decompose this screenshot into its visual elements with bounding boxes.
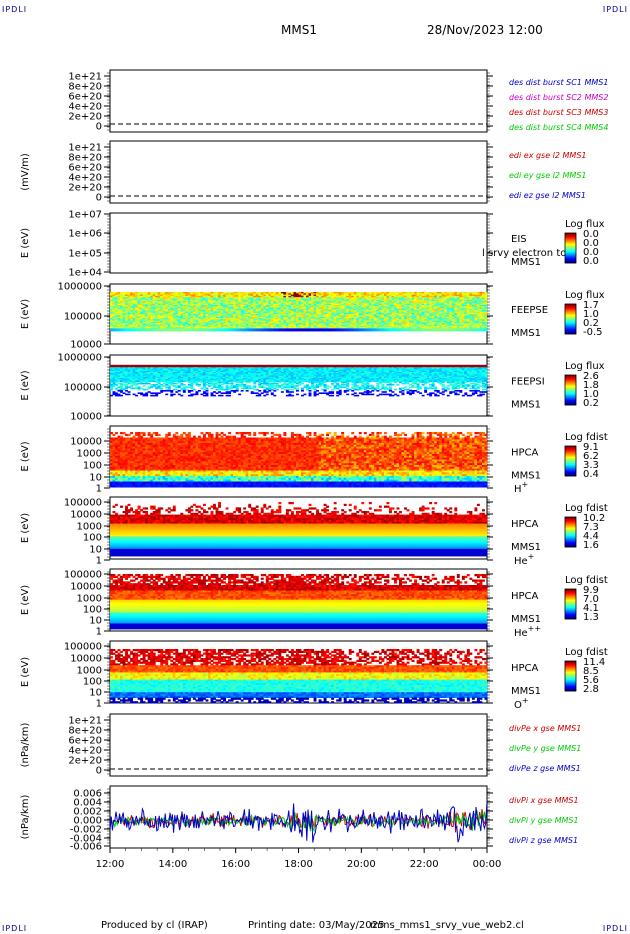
y-tick-label: 1e+04 xyxy=(68,268,102,279)
colorbar-tick-label: 0.0 xyxy=(583,256,599,267)
panel-frame xyxy=(110,70,487,132)
heatmap-cell xyxy=(125,330,128,332)
heatmap-cell xyxy=(130,330,133,332)
heatmap-cell xyxy=(115,330,118,332)
heatmap-cell xyxy=(138,330,141,332)
y-ticks: 1e+218e+206e+204e+202e+200 xyxy=(68,72,493,133)
legend-entry: edi ex gse l2 MMS1 xyxy=(509,151,587,160)
heatmap-cell xyxy=(153,330,156,332)
heatmap-cell xyxy=(145,330,148,332)
heatmap-cell xyxy=(113,330,116,332)
colorbar: 0.00.00.00.0 xyxy=(565,229,599,267)
heatmap-cell xyxy=(143,330,146,332)
y-tick-label: 1e+05 xyxy=(68,249,102,260)
y-tick-label: 0 xyxy=(96,193,102,204)
heatmap-cell xyxy=(128,330,131,332)
heatmap-cell xyxy=(175,330,178,332)
panel-frame xyxy=(110,141,487,203)
y-tick-label: 0 xyxy=(96,122,102,133)
y-axis-label: E (eV) xyxy=(20,228,31,258)
panel-feepse: 100000010000010000E (eV) FEEPSEMMS1Log fl… xyxy=(20,282,605,351)
heatmap-cell xyxy=(173,330,176,332)
heatmap-cell xyxy=(120,330,123,332)
legend-entry: edi ez gse l2 MMS1 xyxy=(509,191,586,200)
panel-frame xyxy=(110,213,487,273)
heatmap-cell xyxy=(170,330,173,332)
overlay-label: l srvy electron to xyxy=(482,248,566,259)
heatmap-cell xyxy=(135,330,138,332)
stacked-panels-chart: 1e+218e+206e+204e+202e+200 des dist burst… xyxy=(0,0,630,934)
heatmap-cell xyxy=(165,330,168,332)
heatmap-cell xyxy=(163,330,166,332)
heatmap-cell xyxy=(133,330,136,332)
heatmap-cell xyxy=(160,330,163,332)
heatmap-cell xyxy=(155,330,158,332)
legend-entry: edi ey gse l2 MMS1 xyxy=(509,171,587,180)
heatmap-cell xyxy=(150,330,153,332)
heatmap-cell xyxy=(168,330,171,332)
y-axis-label: (mV/m) xyxy=(20,153,31,191)
instrument-label: EIS xyxy=(511,234,527,245)
legend-entry: des dist burst SC2 MMS2 xyxy=(509,93,608,102)
heatmap-cell xyxy=(110,330,113,332)
heatmap-cell xyxy=(140,330,143,332)
legend-entry: des dist burst SC1 MMS1 xyxy=(509,78,608,87)
legend-entry: des dist burst SC3 MMS3 xyxy=(509,108,608,117)
heatmap-cell xyxy=(148,330,151,332)
heatmap-cells xyxy=(110,292,487,331)
heatmap-cell xyxy=(123,330,126,332)
heatmap-cell xyxy=(118,330,121,332)
y-ticks: 1e+07 1e+06 1e+05 1e+04 xyxy=(68,210,493,279)
y-tick-label: 1e+06 xyxy=(68,229,102,240)
heatmap-cell xyxy=(158,330,161,332)
legend-entry: des dist burst SC4 MMS4 xyxy=(509,123,608,132)
y-tick-label: 1e+07 xyxy=(68,210,102,221)
